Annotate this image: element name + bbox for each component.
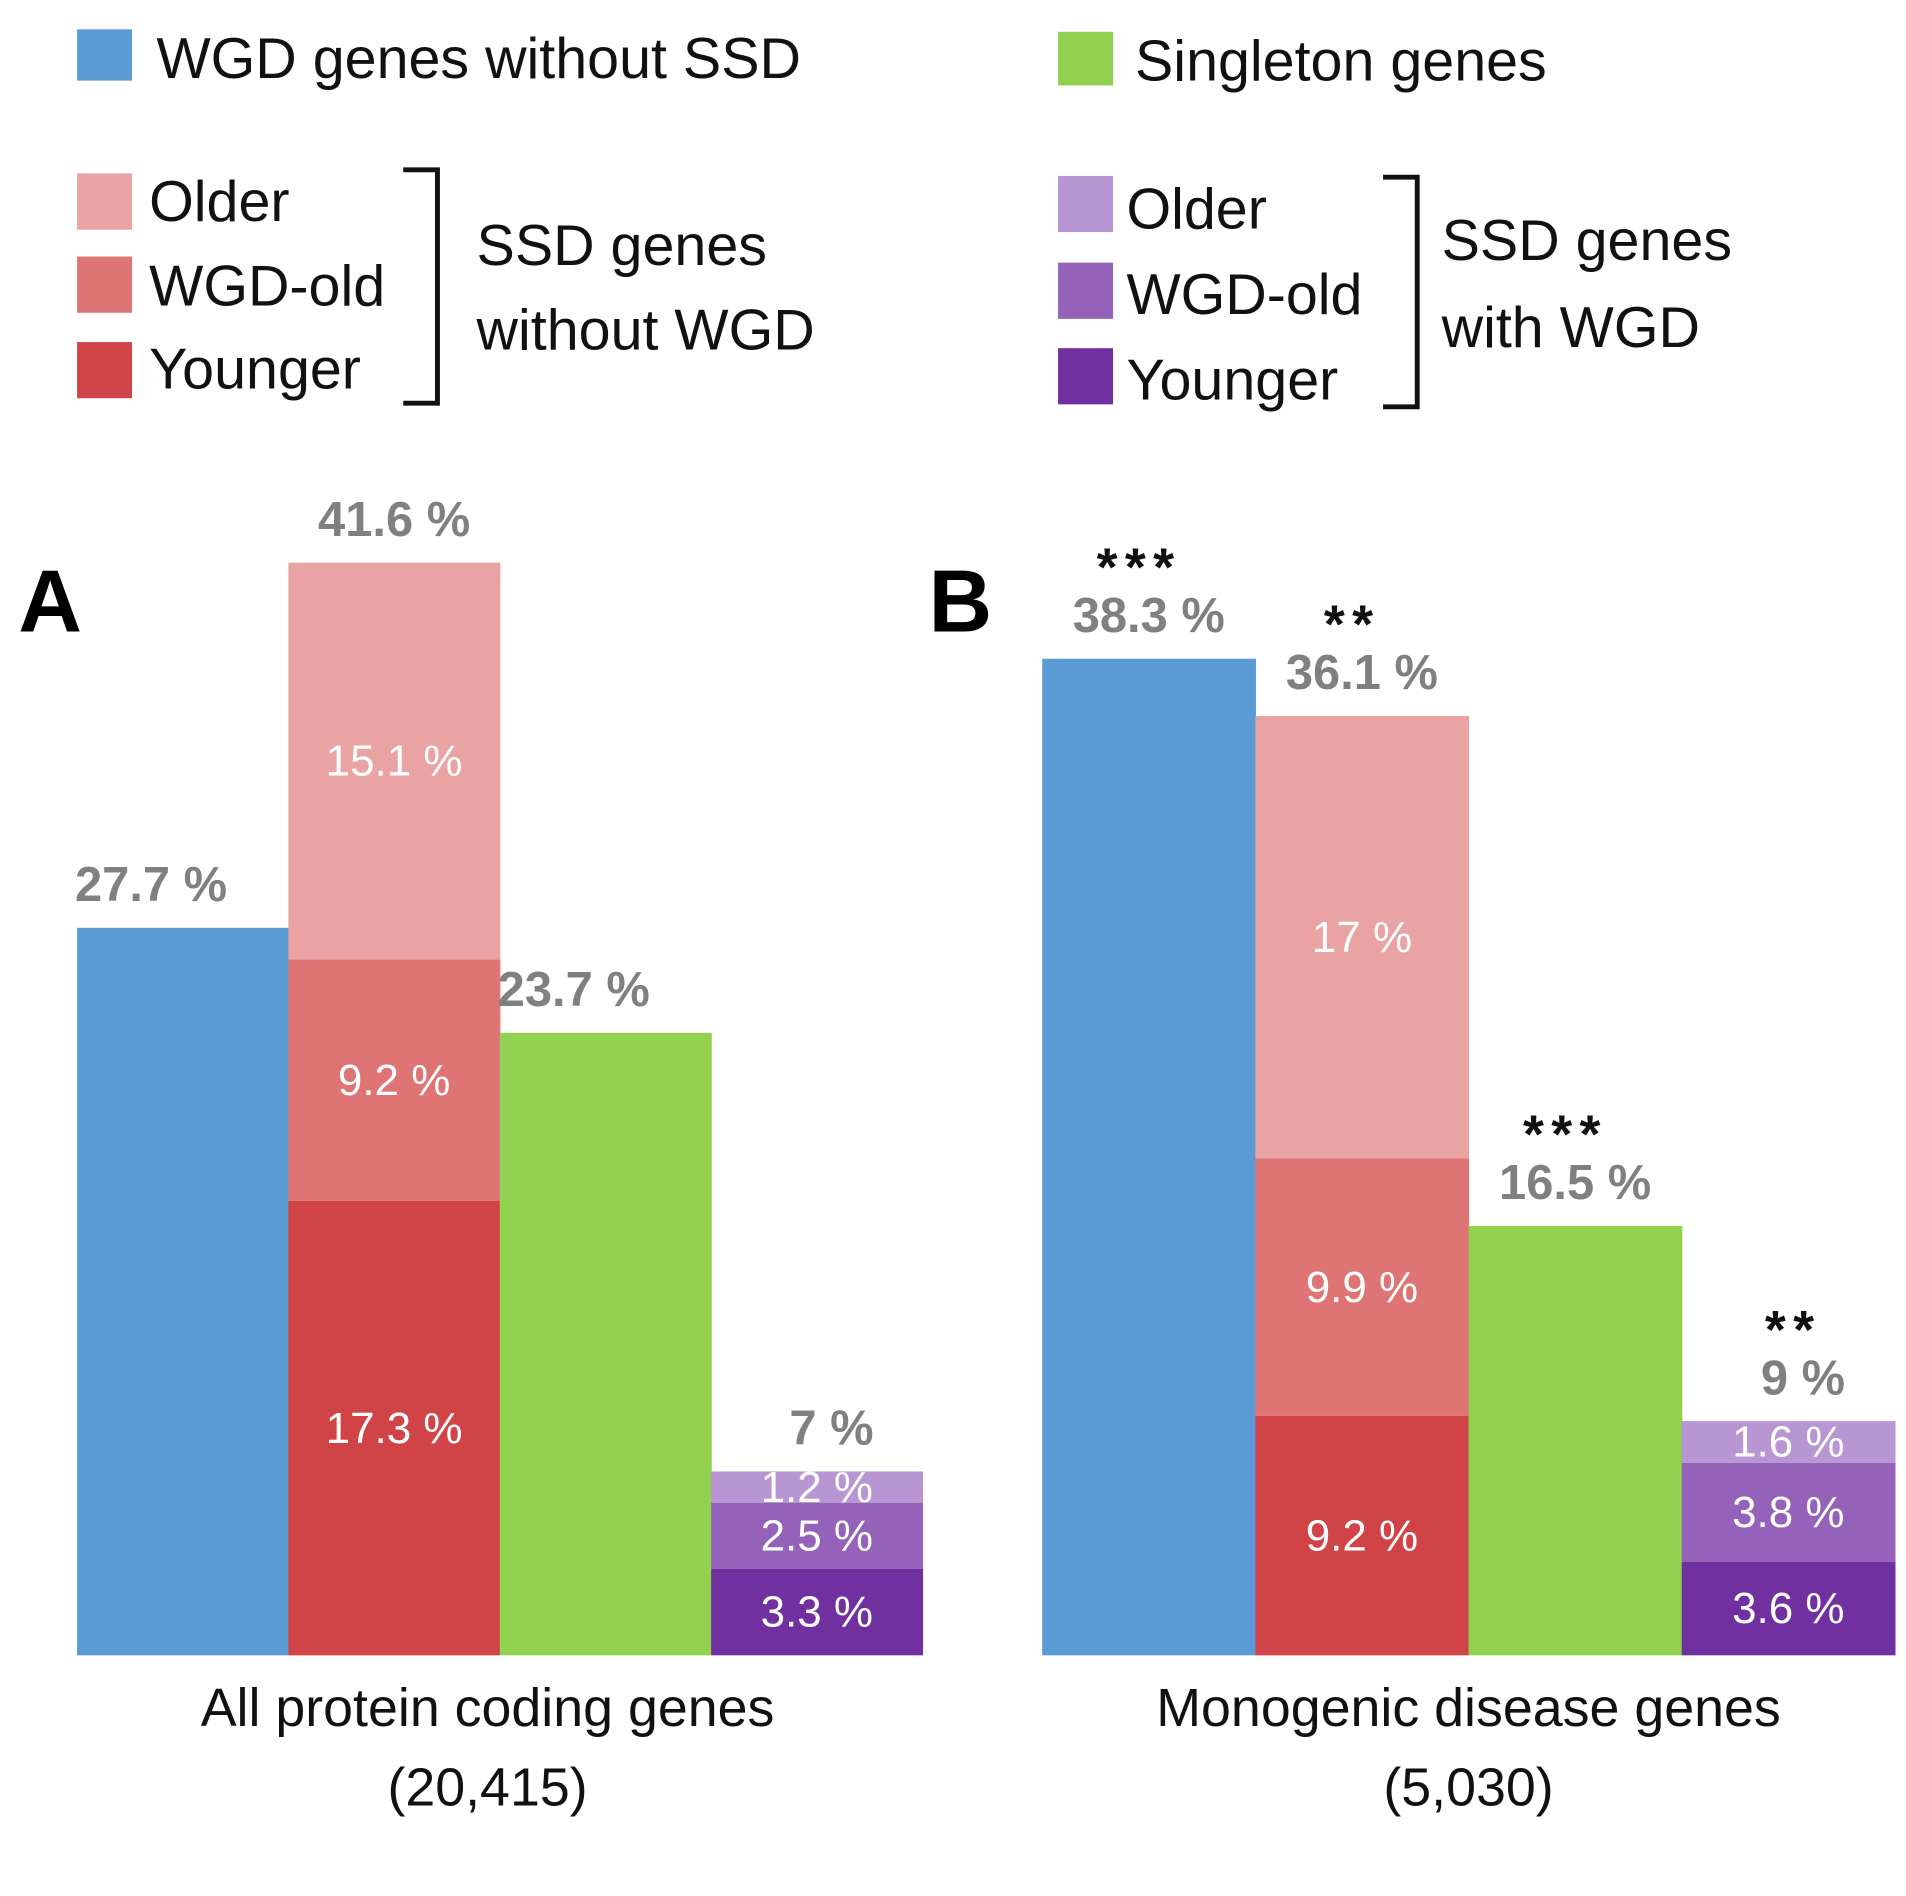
legend-label-ssdwgd-older: Older	[1126, 177, 1266, 241]
segment-label: 1.6 %	[1732, 1418, 1844, 1467]
x-axis-label: Monogenic disease genes	[1156, 1678, 1781, 1738]
bar-segment	[288, 562, 501, 960]
significance-stars: **	[1765, 1300, 1822, 1360]
x-axis-count: (20,415)	[387, 1758, 587, 1818]
panel-letter: B	[929, 552, 993, 651]
legend-label-wgd: WGD genes without SSD	[156, 27, 800, 91]
bar-segment	[77, 927, 290, 1656]
legend-label-ssdwgd-wgdold: WGD-old	[1126, 263, 1362, 327]
segment-label: 17.3 %	[326, 1404, 463, 1453]
legend-group-label-2b: with WGD	[1441, 296, 1700, 360]
legend-swatch-ssd-wgdold	[77, 256, 133, 313]
bar-segment	[711, 1568, 924, 1656]
legend-swatch-ssdwgd-wgdold	[1058, 262, 1114, 319]
total-label: 16.5 %	[1499, 1156, 1651, 1210]
legend-swatch-singleton	[1058, 31, 1114, 86]
total-label: 9 %	[1761, 1351, 1845, 1405]
segment-label: 3.8 %	[1732, 1488, 1844, 1537]
legend-swatch-ssd-older	[77, 173, 133, 230]
segment-label: 9.2 %	[338, 1056, 450, 1105]
legend-group-label-2: without WGD	[476, 298, 815, 362]
bar-segment	[1468, 1225, 1683, 1656]
total-label: 38.3 %	[1073, 589, 1225, 643]
significance-stars: **	[1324, 595, 1381, 655]
total-label: 7 %	[789, 1402, 873, 1456]
segment-label: 15.1 %	[326, 737, 463, 786]
bar-segment	[499, 1032, 712, 1656]
bar-segment	[1681, 1561, 1896, 1656]
total-label: 27.7 %	[75, 858, 227, 912]
bar-segment	[288, 959, 501, 1201]
segment-label: 9.9 %	[1306, 1263, 1418, 1312]
bar-segment	[1255, 1415, 1470, 1656]
bar-segment	[1042, 658, 1256, 1656]
legend-label-ssd-wgdold: WGD-old	[149, 254, 385, 318]
bar-segment	[711, 1471, 924, 1503]
segment-label: 3.3 %	[761, 1588, 873, 1637]
legend: WGD genes without SSD Singleton genes Ol…	[77, 27, 1732, 412]
segment-label: 2.5 %	[761, 1511, 873, 1560]
bar-segment	[1681, 1462, 1896, 1562]
legend-swatch-ssd-younger	[77, 342, 133, 399]
legend-label-ssdwgd-younger: Younger	[1126, 348, 1338, 412]
legend-swatch-wgd	[77, 29, 133, 81]
segment-label: 17 %	[1312, 913, 1412, 962]
x-axis-label: All protein coding genes	[201, 1678, 775, 1738]
significance-stars: ***	[1523, 1105, 1608, 1165]
legend-swatch-ssdwgd-older	[1058, 175, 1114, 233]
significance-stars: ***	[1097, 537, 1182, 597]
legend-group-label-1b: SSD genes	[1442, 209, 1732, 273]
total-label: 23.7 %	[498, 963, 650, 1017]
segment-label: 1.2 %	[761, 1463, 873, 1512]
legend-bracket-right	[1383, 174, 1420, 410]
total-label: 36.1 %	[1286, 646, 1438, 700]
legend-label-singleton: Singleton genes	[1135, 30, 1547, 94]
panel-letter: A	[18, 552, 82, 651]
legend-label-ssd-older: Older	[149, 170, 289, 234]
total-label: 41.6 %	[318, 493, 470, 547]
bar-segment	[288, 1200, 501, 1656]
bar-segment	[1255, 1158, 1470, 1416]
bar-segment	[1255, 715, 1470, 1159]
segment-label: 3.6 %	[1732, 1584, 1844, 1633]
bar-segment	[711, 1502, 924, 1569]
legend-label-ssd-younger: Younger	[149, 337, 361, 401]
plots: A 27.7 % 17.3 % 9.2 % 15.1 % 41.6 % 23.7 % 3.3 …	[18, 493, 1896, 1818]
bar-segment	[1681, 1421, 1896, 1463]
legend-bracket-left	[403, 167, 440, 406]
segment-label: 9.2 %	[1306, 1511, 1418, 1560]
legend-swatch-ssdwgd-younger	[1058, 348, 1114, 405]
x-axis-count: (5,030)	[1383, 1758, 1553, 1818]
legend-group-label-1: SSD genes	[477, 214, 767, 278]
